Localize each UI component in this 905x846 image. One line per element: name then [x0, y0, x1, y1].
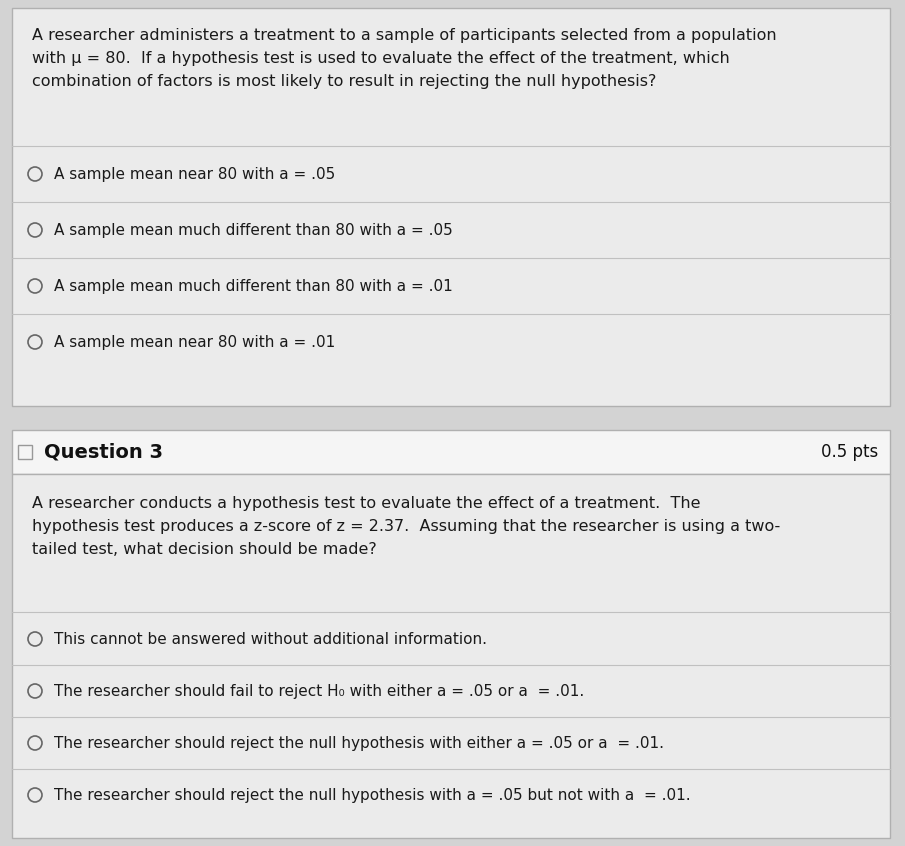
FancyBboxPatch shape — [12, 474, 890, 838]
FancyBboxPatch shape — [12, 430, 890, 474]
Text: A sample mean much different than 80 with a = .05: A sample mean much different than 80 wit… — [54, 222, 452, 238]
Text: The researcher should reject the null hypothesis with either a = .05 or a  = .01: The researcher should reject the null hy… — [54, 735, 664, 750]
Text: A sample mean near 80 with a = .05: A sample mean near 80 with a = .05 — [54, 167, 335, 182]
Text: A sample mean much different than 80 with a = .01: A sample mean much different than 80 wit… — [54, 278, 452, 294]
Text: A researcher conducts a hypothesis test to evaluate the effect of a treatment.  : A researcher conducts a hypothesis test … — [32, 496, 780, 557]
FancyBboxPatch shape — [18, 445, 32, 459]
Text: A researcher administers a treatment to a sample of participants selected from a: A researcher administers a treatment to … — [32, 28, 776, 89]
Text: This cannot be answered without additional information.: This cannot be answered without addition… — [54, 631, 487, 646]
Text: A sample mean near 80 with a = .01: A sample mean near 80 with a = .01 — [54, 334, 335, 349]
Text: 0.5 pts: 0.5 pts — [821, 443, 878, 461]
Text: The researcher should fail to reject H₀ with either a = .05 or a  = .01.: The researcher should fail to reject H₀ … — [54, 684, 585, 699]
Text: The researcher should reject the null hypothesis with a = .05 but not with a  = : The researcher should reject the null hy… — [54, 788, 691, 803]
FancyBboxPatch shape — [12, 8, 890, 406]
Text: Question 3: Question 3 — [44, 442, 163, 462]
